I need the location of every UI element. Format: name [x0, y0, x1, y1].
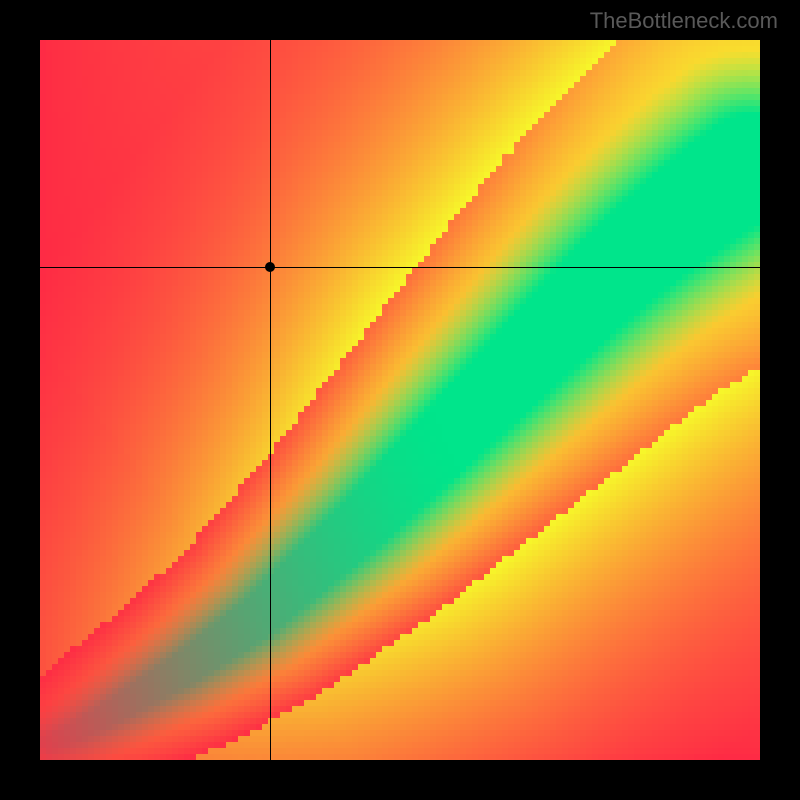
- crosshair-vertical: [270, 40, 271, 760]
- heatmap-plot: [40, 40, 760, 760]
- watermark-text: TheBottleneck.com: [590, 8, 778, 34]
- crosshair-horizontal: [40, 267, 760, 268]
- crosshair-marker: [265, 262, 275, 272]
- heatmap-canvas: [40, 40, 760, 760]
